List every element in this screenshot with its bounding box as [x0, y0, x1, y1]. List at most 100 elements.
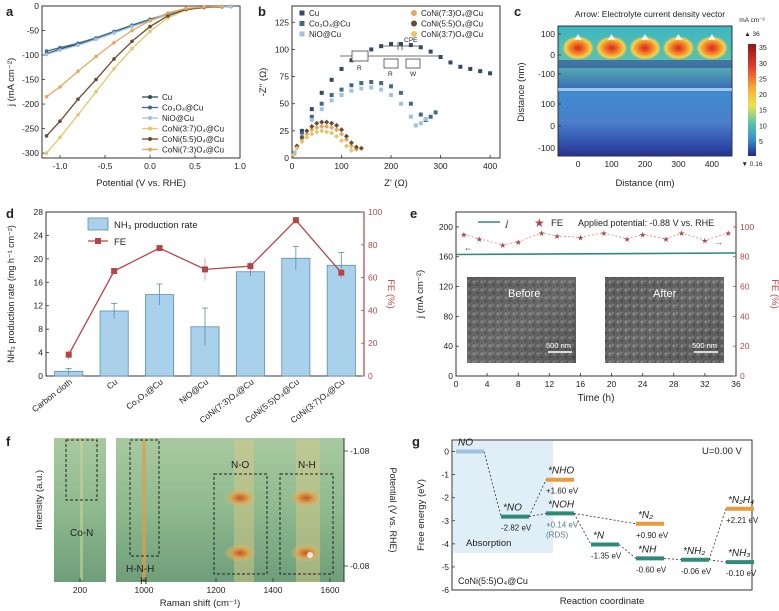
- panel-c-hotspots: [558, 34, 732, 91]
- b-series-point: [339, 87, 344, 92]
- panel-e-y2-ticks: 0 20 40 60 80 100: [733, 222, 754, 381]
- legend-fe-star: ★: [534, 216, 545, 230]
- panel-d-y-ticks: 0 4 8 12 16 20 24 28: [34, 207, 49, 381]
- b-series-point: [369, 80, 374, 84]
- panel-d-y2label: FE (%): [385, 279, 396, 309]
- d-ytick-label: 24: [34, 230, 44, 240]
- a-xtick-label: 1.0: [234, 161, 246, 171]
- b-legend-label: CoNi(5:5)O₄@Cu: [421, 20, 483, 29]
- box-co-n: [65, 439, 98, 501]
- b-series-point: [324, 129, 330, 135]
- e-ytick-label: 0: [448, 371, 453, 381]
- a-xtick-label: 0.5: [189, 161, 201, 171]
- c-ytick-label: 0: [550, 121, 555, 131]
- b-series-point: [438, 55, 443, 60]
- f-y2tick-label: -0.08: [350, 561, 370, 571]
- a-legend-marker: [148, 147, 152, 152]
- g-ytick-label: -5: [441, 562, 449, 572]
- circuit-label-r2: R: [388, 71, 393, 78]
- e-fe-star: ★: [639, 230, 646, 239]
- panel-e-letter: e: [410, 206, 417, 221]
- colorbar-tick-label: 10: [759, 123, 767, 130]
- legend-fe-label: FE: [114, 237, 126, 248]
- e-y2tick-label: 60: [740, 282, 750, 292]
- b-series-point: [349, 58, 354, 63]
- panel-b-frame: [291, 5, 501, 159]
- c-arrow: [574, 34, 583, 40]
- panel-f: f Co-N H-N-H H N-O N-H 20010001200140016…: [6, 434, 398, 609]
- b-series-point: [369, 85, 374, 90]
- b-xtick-label: 200: [384, 161, 398, 171]
- c-arrow: [607, 34, 616, 40]
- g-connector-branch: [708, 508, 727, 560]
- c-arrow: [641, 34, 649, 40]
- b-legend-marker: [299, 10, 305, 16]
- a-ytick-label: 0: [34, 1, 39, 11]
- sem-after-shade: [605, 277, 724, 363]
- b-series-point: [408, 43, 413, 48]
- c-xtick-label: 300: [671, 159, 685, 169]
- panel-g: g Absorption U=0.00 V CoNi(5:5)O₄@Cu 0 -1…: [412, 434, 759, 607]
- a-legend-label: Cu: [162, 93, 172, 102]
- e-fe-star: ★: [624, 235, 631, 244]
- b-xtick-label: 300: [433, 161, 447, 171]
- g-annotation: (RDS): [546, 530, 569, 539]
- panel-f-x-ticks: 200 1000 1200 1400 1600: [73, 578, 340, 595]
- panel-g-annotations: -2.82 eV +1.60 eV +0.14 eV(RDS) -1.35 eV +0.…: [501, 487, 759, 578]
- a-series-point: [148, 18, 152, 23]
- b-legend-marker: [411, 20, 417, 27]
- b-ytick-label: 75: [280, 72, 290, 82]
- box-n-h: [279, 473, 334, 575]
- a-series-point: [130, 24, 134, 29]
- d-category-label: Cu: [105, 377, 120, 392]
- b-series-point: [294, 145, 300, 151]
- label-n-o: N-O: [231, 460, 250, 471]
- b-series-point: [423, 116, 428, 121]
- panel-c-xlabel: Distance (nm): [615, 178, 674, 189]
- legend-fe-marker: [95, 238, 101, 244]
- c-xtick-label: 0: [576, 159, 581, 169]
- a-series-point: [58, 119, 62, 124]
- c-ytick-label: -100: [538, 143, 555, 153]
- e-xtick-label: 16: [576, 379, 586, 389]
- b-series-point: [353, 144, 359, 150]
- panel-c-y-ticks: 100 0 -100 100 0 -100: [538, 29, 561, 153]
- e-fe-line: [463, 232, 729, 246]
- sem-before-label: Before: [508, 288, 540, 300]
- b-series-point: [389, 42, 394, 46]
- b-series-point: [329, 125, 335, 131]
- e-y2tick-label: 20: [740, 341, 750, 351]
- b-series-point: [348, 147, 354, 153]
- panel-e-annotation: Applied potential: -0.88 V vs. RHE: [578, 218, 714, 228]
- a-series-point: [58, 135, 62, 140]
- b-series-point: [319, 107, 324, 112]
- c-hotspot: [595, 36, 628, 60]
- d-ytick-label: 8: [38, 324, 43, 334]
- panel-a-letter: a: [6, 4, 14, 19]
- panel-f-letter: f: [6, 434, 11, 449]
- panel-g-xlabel: Reaction coordinate: [560, 596, 645, 607]
- e-xtick-label: 32: [700, 379, 710, 389]
- d-fe-point: [65, 351, 72, 358]
- d-ytick-label: 20: [34, 254, 44, 264]
- sem-after: After 500 nm: [605, 277, 724, 363]
- b-series-point: [379, 87, 384, 92]
- f-xtick-label: 1400: [264, 585, 283, 595]
- b-series-point: [413, 123, 418, 128]
- g-level-label: *N: [593, 531, 605, 542]
- legend-bar-swatch: [87, 217, 109, 231]
- f-hotspot: [224, 489, 256, 507]
- c-ytick-label: -100: [538, 69, 555, 79]
- colorbar-min: ▼ 0.16: [742, 161, 763, 168]
- b-series-point: [292, 150, 297, 155]
- b-series-point: [389, 84, 394, 89]
- a-legend-label: CoNi(3:7)O₄@Cu: [162, 125, 224, 134]
- b-series-point: [314, 125, 320, 131]
- a-series-point: [58, 85, 62, 89]
- b-legend-label: Cu: [309, 9, 319, 18]
- b-legend-label: Co₃O₄@Cu: [309, 20, 350, 29]
- g-connector: [528, 512, 547, 518]
- d-fe-point: [247, 263, 254, 270]
- b-series-point: [299, 139, 305, 145]
- d-bar: [99, 310, 129, 377]
